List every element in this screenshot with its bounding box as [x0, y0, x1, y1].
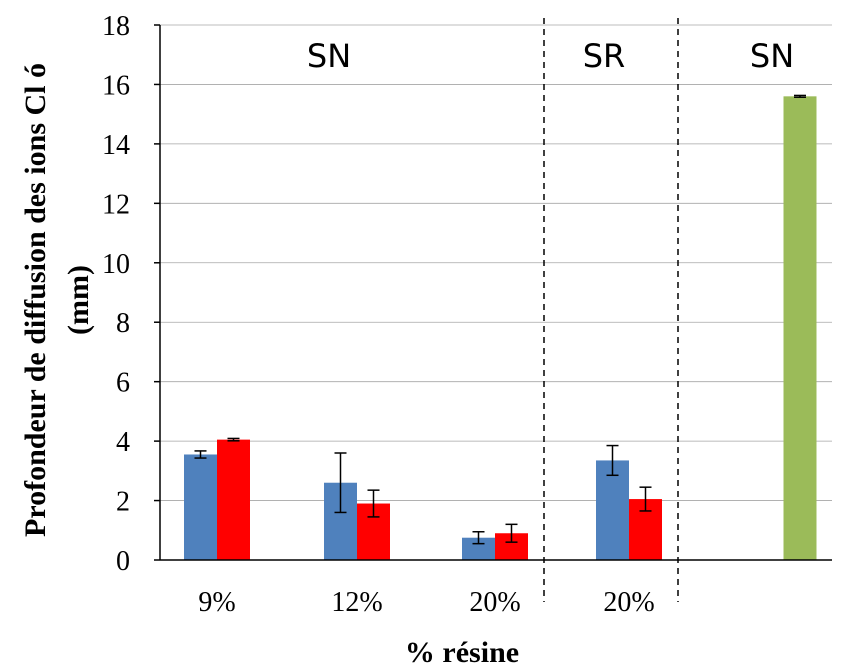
- region-label-sn-1: SN: [307, 37, 351, 75]
- y-axis-title-line2: (mm): [62, 265, 95, 335]
- x-tick-label: 20%: [603, 587, 654, 618]
- bar: [783, 96, 817, 560]
- x-tick-label: 12%: [331, 587, 382, 618]
- grid: [160, 24, 832, 501]
- x-tick-label: 9%: [198, 587, 235, 618]
- bars: [184, 94, 817, 560]
- y-axis-title-line1: Profondeur de diffusion des ions Cl ó: [19, 63, 52, 537]
- y-ticks: 0 2 4 6 8 10 12 14 16 18: [102, 11, 160, 577]
- y-tick-label: 2: [116, 487, 130, 518]
- y-tick-label: 4: [116, 427, 130, 458]
- bar: [217, 439, 250, 560]
- region-label-sn-2: SN: [750, 37, 794, 75]
- bar: [462, 537, 495, 560]
- x-tick-label: 20%: [469, 587, 520, 618]
- y-tick-label: 16: [102, 70, 130, 101]
- bar: [184, 454, 217, 560]
- y-tick-label: 8: [116, 308, 130, 339]
- x-tick-labels: 9% 12% 20% 20%: [198, 587, 654, 618]
- bar: [596, 460, 629, 560]
- x-axis-title: % résine: [405, 636, 519, 669]
- y-tick-label: 12: [102, 189, 130, 220]
- y-tick-label: 0: [116, 546, 130, 577]
- y-tick-label: 10: [102, 249, 130, 280]
- y-tick-label: 6: [116, 368, 130, 399]
- y-tick-label: 14: [102, 130, 130, 161]
- y-tick-label: 18: [102, 11, 130, 42]
- region-label-sr: SR: [583, 37, 626, 75]
